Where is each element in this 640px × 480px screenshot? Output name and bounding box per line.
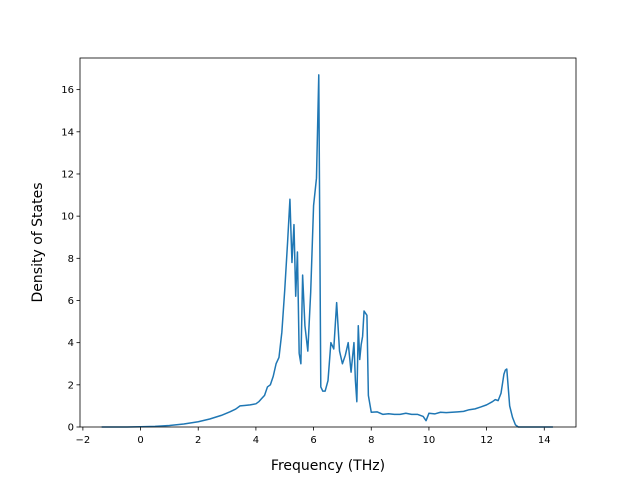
x-tick-label: 8: [368, 435, 374, 446]
y-tick-label: 8: [68, 254, 74, 265]
x-tick-label: 0: [137, 435, 143, 446]
y-tick-label: 6: [68, 296, 74, 307]
x-tick-label: 14: [538, 435, 551, 446]
dos-series-line: [101, 74, 553, 428]
y-tick-label: 2: [68, 380, 74, 391]
x-tick-label: 6: [310, 435, 316, 446]
x-tick-label: 4: [253, 435, 259, 446]
x-tick-label: −2: [76, 435, 91, 446]
plot-background: [80, 58, 576, 427]
plot-frame: [79, 57, 577, 428]
y-axis-label: Density of States: [30, 183, 46, 303]
x-tick-label: 12: [480, 435, 493, 446]
x-axis-label: Frequency (THz): [271, 458, 385, 474]
y-tick-label: 0: [68, 423, 74, 434]
y-tick-label: 12: [61, 169, 74, 180]
x-tick-label: 2: [195, 435, 201, 446]
y-tick-label: 14: [61, 127, 74, 138]
y-tick-label: 16: [61, 85, 74, 96]
x-tick-label: 10: [423, 435, 436, 446]
y-tick-label: 10: [61, 212, 74, 223]
y-tick-label: 4: [68, 338, 74, 349]
